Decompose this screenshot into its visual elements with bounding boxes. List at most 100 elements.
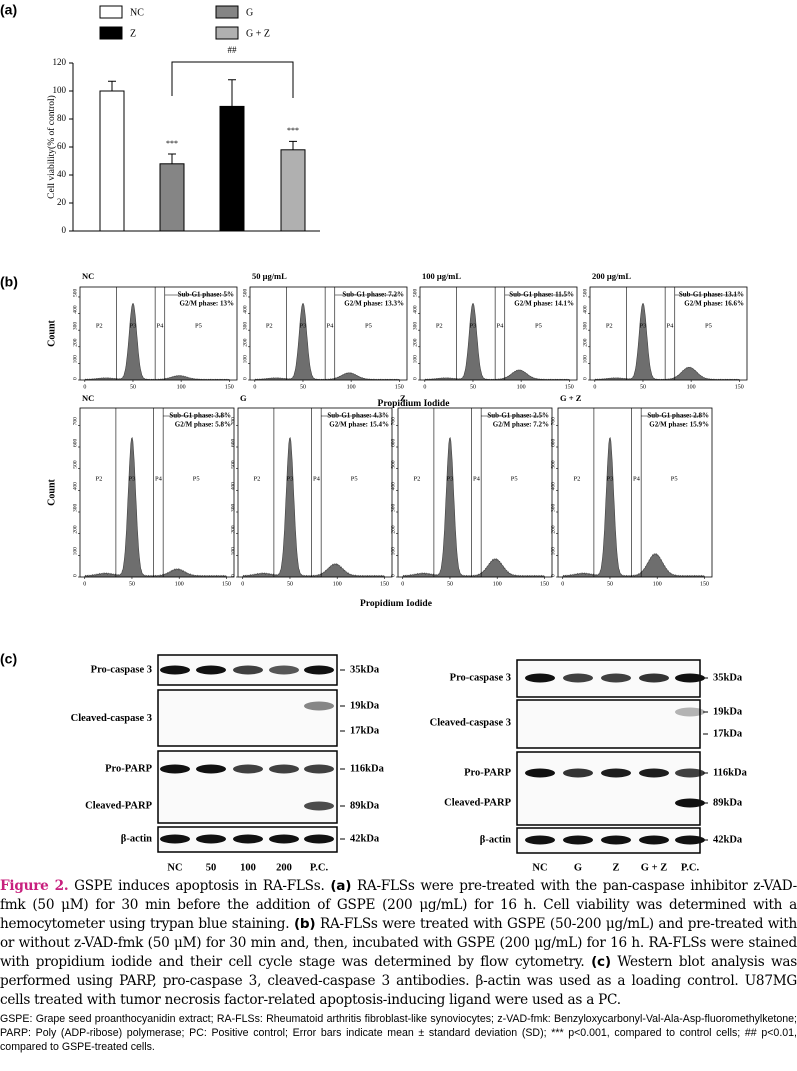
figure-label: Figure 2. [0,878,69,894]
y-tick-label: 300 [582,322,588,331]
gate-label: P2 [96,323,103,330]
y-tick-label: 0 [242,377,248,380]
caption-text: Western blot analysis was performed usin… [0,954,797,1008]
band [675,707,705,717]
caption-title: GSPE induces apoptosis in RA-FLSs. [74,878,325,894]
x-tick-label: 100 [493,581,502,587]
legend-swatch [215,26,239,40]
y-axis-label: Count [46,319,57,346]
y-tick-label: 100 [582,355,588,364]
band [196,834,226,844]
size-marker: 17kDa [350,725,380,736]
gate-label: P4 [155,475,163,482]
plot-frame [79,407,235,578]
y-tick-label: 700 [390,417,396,426]
size-marker: 17kDa [713,728,743,739]
significance: *** [287,126,299,135]
gate-label: P2 [606,323,613,330]
x-tick-label: 100 [517,384,526,390]
y-tick-label: 100 [53,85,67,95]
x-tick-label: 50 [640,384,646,390]
bracket-label: ## [228,45,238,55]
sub-g1: Sub-G1 phase: 2.5% [487,412,549,420]
gate-label: P3 [300,323,307,330]
sub-g1: Sub-G1 phase: 2.8% [647,412,709,420]
gate-label: P3 [640,323,647,330]
panel-marker: (a) [330,878,352,894]
band [269,665,299,675]
gate-label: P3 [447,475,454,482]
sub-g1: Sub-G1 phase: 5% [178,291,234,299]
y-tick-label: 100 [390,547,396,556]
caption-text: RA-FLSs were treated with GSPE (50-200 μ… [0,916,797,970]
error-bar [228,79,236,107]
histogram [424,302,570,381]
lane-label: G [574,862,582,872]
histogram [562,437,705,578]
histogram [84,302,230,381]
legend-label: G [246,7,253,18]
y-tick-label: 40 [57,169,67,179]
y-tick-label: 600 [390,439,396,448]
legend-swatch [215,5,239,19]
band [601,673,631,683]
band [639,673,669,683]
band [233,834,263,844]
row-label: Pro-caspase 3 [450,672,511,683]
row-label: Pro-PARP [105,763,152,774]
gate-label: P3 [607,475,614,482]
y-tick-label: 0 [412,377,418,380]
plot-title: 100 μg/mL [422,271,461,281]
plot-title: G [240,393,247,403]
gate-label: P2 [573,475,580,482]
y-tick-label: 600 [230,439,236,448]
gate-label: P4 [157,323,165,330]
x-tick-label: 50 [470,384,476,390]
gate-label: P4 [327,323,335,330]
lane-label: NC [532,862,547,872]
g2m: G2/M phase: 16.6% [684,300,744,308]
band [525,768,555,778]
gate-label: P5 [511,475,518,482]
y-tick-label: 200 [72,525,78,534]
band [601,835,631,845]
y-tick-label: 400 [550,482,556,491]
gate-label: P5 [535,323,542,330]
band [196,665,226,675]
y-tick-label: 200 [582,338,588,347]
plot-title: Z [400,393,406,403]
x-tick-label: 0 [561,581,564,587]
y-tick-label: 400 [582,305,588,314]
lane-label: 100 [240,862,256,872]
histogram [254,302,400,381]
band [525,835,555,845]
row-label: β-actin [480,834,511,845]
sub-g1: Sub-G1 phase: 7.2% [342,291,404,299]
row-label: Cleaved-caspase 3 [71,713,152,724]
panel-label: (b) [0,274,18,290]
gate-label: P5 [705,323,712,330]
x-tick-label: 50 [130,384,136,390]
size-marker: 116kDa [713,767,748,778]
band [601,768,631,778]
row-label: Pro-caspase 3 [91,664,152,675]
error-bar [108,80,116,91]
band [304,801,334,811]
band [160,764,190,774]
y-tick-label: 700 [230,417,236,426]
band [233,665,263,675]
row-label: Cleaved-caspase 3 [430,717,511,728]
size-marker: 19kDa [713,706,743,717]
panel-label: (a) [0,2,17,18]
gate-label: P4 [473,475,481,482]
y-tick-label: 500 [550,460,556,469]
gate-label: P2 [95,475,102,482]
footnote: GSPE: Grape seed proanthocyanidin extrac… [0,1013,797,1053]
y-tick-label: 500 [72,460,78,469]
y-tick-label: 200 [242,338,248,347]
legend-swatch [99,26,123,40]
band [160,834,190,844]
y-tick-label: 300 [412,322,418,331]
g2m: G2/M phase: 5.8% [175,421,231,429]
x-tick-label: 50 [447,581,453,587]
